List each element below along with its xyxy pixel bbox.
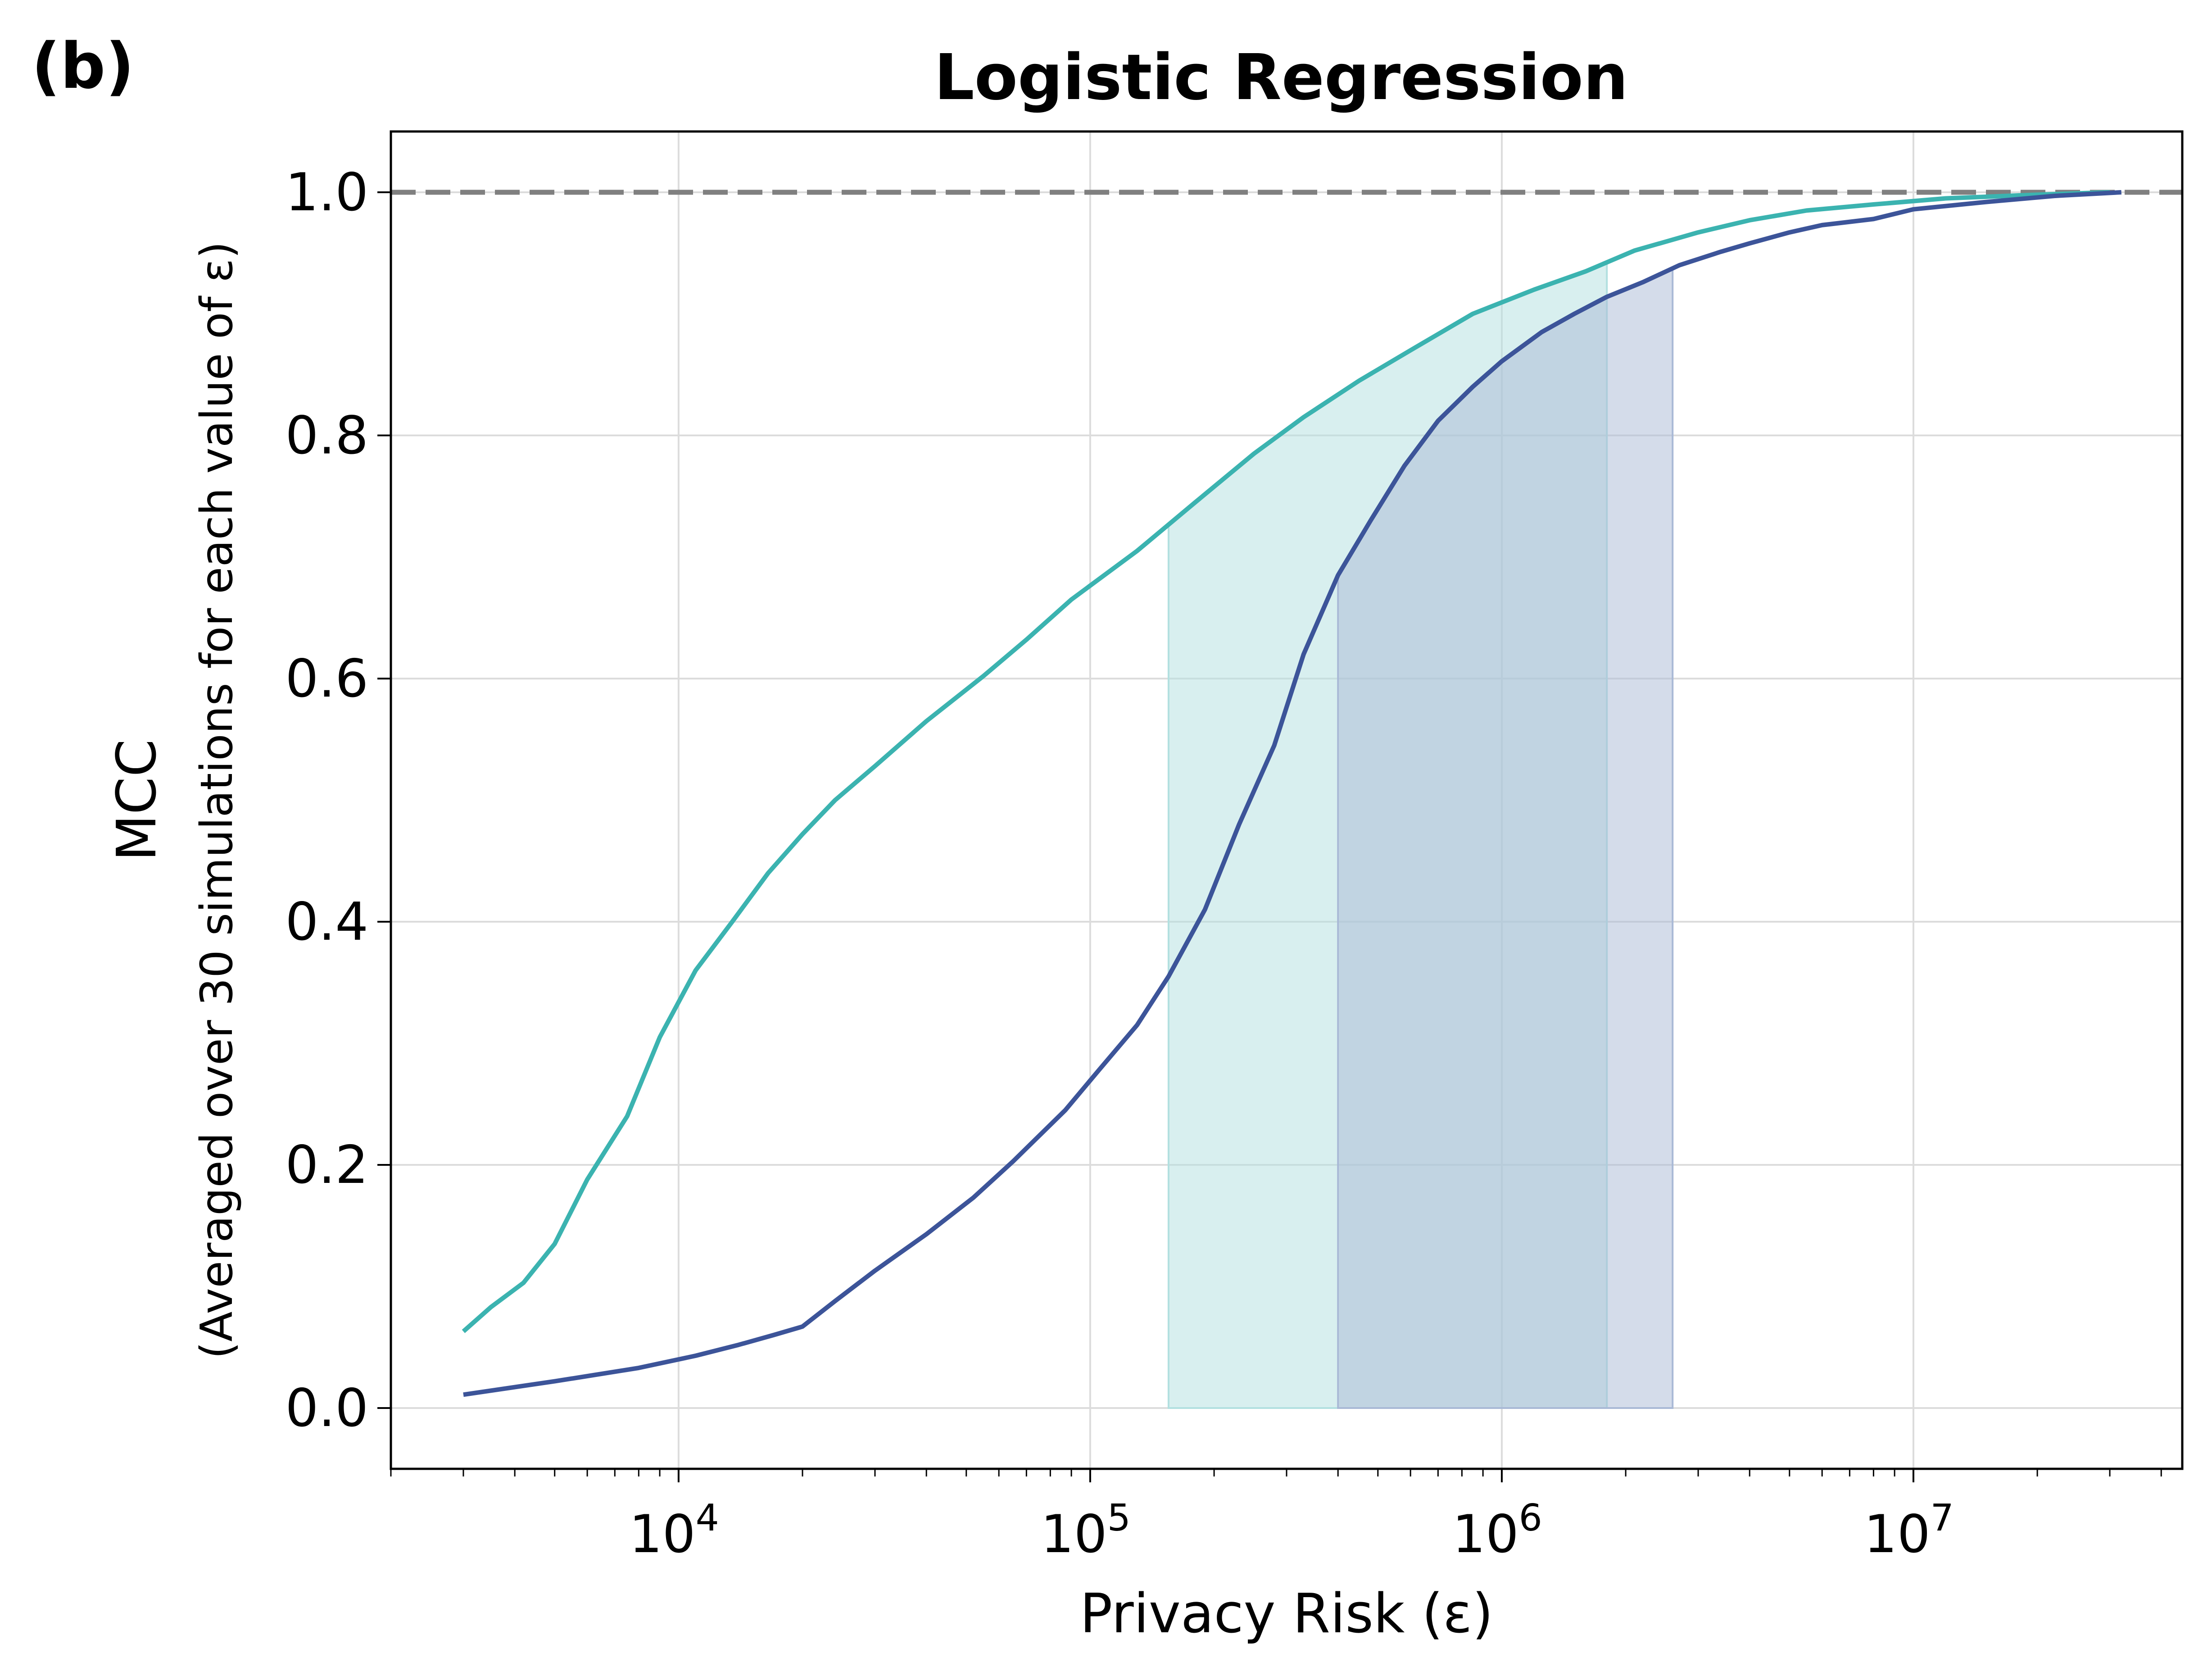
x-tick-label: 107: [1864, 1497, 1954, 1565]
panel-label: (b): [32, 30, 134, 103]
series-lines: [462, 190, 2121, 1397]
x-axis-label: Privacy Risk (ε): [1080, 1583, 1493, 1645]
y-tick-label: 0.6: [286, 648, 368, 709]
y-tick-label: 0.2: [286, 1135, 368, 1195]
x-tick-label: 104: [629, 1497, 719, 1565]
chart-title: Logistic Regression: [934, 41, 1628, 114]
y-axis-sublabel: (Averaged over 30 simulations for each v…: [191, 241, 243, 1359]
x-tick-label: 106: [1452, 1497, 1542, 1565]
series-line-teal: [462, 190, 2110, 1333]
shaded-regions: [1167, 261, 1674, 1409]
y-tick-label: 1.0: [286, 162, 368, 223]
x-axis: 104 105 106 107: [390, 1469, 2162, 1565]
y-axis: 0.0 0.2 0.4 0.6 0.8 1.0: [286, 162, 391, 1439]
series-line-blue: [463, 190, 2121, 1397]
y-tick-label: 0.4: [286, 892, 368, 952]
y-axis-label: MCC: [106, 739, 168, 861]
y-tick-label: 0.0: [286, 1378, 368, 1439]
y-tick-label: 0.8: [286, 405, 368, 466]
x-tick-label: 105: [1041, 1497, 1131, 1565]
